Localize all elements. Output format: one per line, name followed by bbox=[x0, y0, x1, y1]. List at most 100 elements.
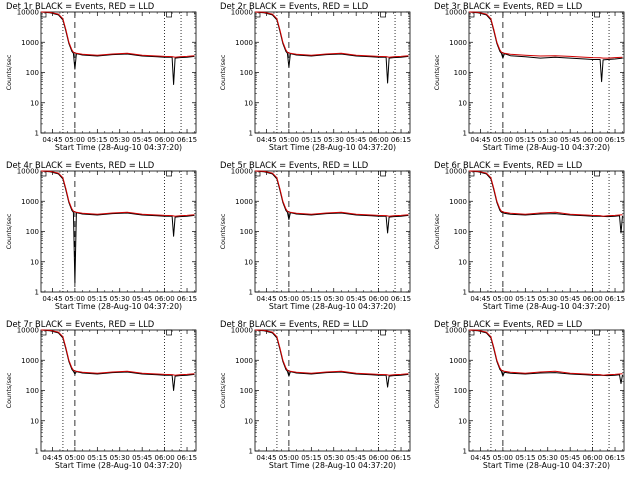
panel-title: Det 4r BLACK = Events, RED = LLD bbox=[6, 160, 154, 170]
y-tick-label: 1 bbox=[35, 289, 39, 297]
series-line-lld bbox=[468, 11, 623, 59]
panel-det-7: Det 7r BLACK = Events, RED = LLD 1 10 100 10… bbox=[5, 319, 197, 470]
x-tick-label: 04:45 bbox=[470, 136, 490, 144]
y-tick-label: 100 bbox=[26, 69, 39, 77]
x-tick-label: 06:00 bbox=[583, 136, 603, 144]
y-tick-label: 100 bbox=[240, 69, 253, 77]
y-tick-label: 1 bbox=[463, 448, 467, 456]
series-line-lld bbox=[40, 11, 195, 58]
panel-title: Det 6r BLACK = Events, RED = LLD bbox=[434, 160, 582, 170]
x-tick-label: 05:45 bbox=[346, 454, 366, 462]
y-axis-label: Counts/sec bbox=[219, 54, 227, 90]
y-tick-label: 10 bbox=[244, 258, 253, 266]
y-tick-label: 10 bbox=[244, 99, 253, 107]
series-line-events bbox=[468, 329, 623, 384]
y-tick-label: 10000 bbox=[445, 327, 467, 335]
y-tick-label: 100 bbox=[26, 228, 39, 236]
x-tick-label: 05:00 bbox=[493, 136, 513, 144]
corner-box-right bbox=[380, 329, 386, 336]
y-tick-label: 10 bbox=[30, 99, 39, 107]
y-axis-label: Counts/sec bbox=[5, 213, 13, 249]
x-tick-label: 06:00 bbox=[583, 454, 603, 462]
x-tick-label: 06:00 bbox=[369, 295, 389, 303]
panel-det-1: Det 1r BLACK = Events, RED = LLD 1 10 100 10… bbox=[5, 1, 197, 152]
x-tick-label: 05:15 bbox=[515, 136, 535, 144]
y-axis-label: Counts/sec bbox=[219, 213, 227, 249]
x-tick-label: 06:00 bbox=[583, 295, 603, 303]
panel-title: Det 5r BLACK = Events, RED = LLD bbox=[220, 160, 368, 170]
y-tick-label: 10000 bbox=[17, 168, 39, 176]
x-tick-label: 05:45 bbox=[132, 454, 152, 462]
x-tick-label: 05:30 bbox=[110, 454, 130, 462]
x-tick-label: 05:45 bbox=[560, 454, 580, 462]
y-tick-label: 10000 bbox=[17, 327, 39, 335]
x-tick-label: 04:45 bbox=[470, 295, 490, 303]
x-tick-label: 06:15 bbox=[177, 454, 197, 462]
y-tick-label: 1 bbox=[249, 130, 253, 138]
panel-det-2: Det 2r BLACK = Events, RED = LLD 1 10 100 10… bbox=[219, 1, 411, 152]
y-tick-label: 100 bbox=[26, 387, 39, 395]
x-tick-label: 05:00 bbox=[279, 295, 299, 303]
x-tick-label: 06:15 bbox=[391, 454, 411, 462]
x-tick-label: 06:15 bbox=[177, 295, 197, 303]
x-tick-label: 05:15 bbox=[301, 136, 321, 144]
y-tick-label: 10 bbox=[244, 417, 253, 425]
x-tick-label: 05:15 bbox=[301, 454, 321, 462]
y-tick-label: 1000 bbox=[449, 357, 467, 365]
x-tick-label: 05:00 bbox=[65, 454, 85, 462]
x-tick-label: 06:15 bbox=[391, 136, 411, 144]
x-tick-label: 06:00 bbox=[369, 454, 389, 462]
corner-box-right bbox=[594, 11, 600, 18]
x-tick-label: 06:00 bbox=[155, 136, 175, 144]
x-tick-label: 05:45 bbox=[346, 136, 366, 144]
y-tick-label: 1 bbox=[463, 130, 467, 138]
x-tick-label: 04:45 bbox=[256, 136, 276, 144]
x-tick-label: 05:30 bbox=[538, 136, 558, 144]
series-line-lld bbox=[254, 170, 409, 217]
series-line-lld bbox=[468, 329, 623, 376]
y-tick-label: 10 bbox=[458, 99, 467, 107]
x-tick-label: 05:45 bbox=[132, 295, 152, 303]
y-tick-label: 10 bbox=[30, 417, 39, 425]
series-line-lld bbox=[254, 11, 409, 58]
series-line-events bbox=[254, 329, 409, 388]
plot-frame bbox=[468, 329, 625, 452]
panel-det-5: Det 5r BLACK = Events, RED = LLD 1 10 100 10… bbox=[219, 160, 411, 311]
x-tick-label: 05:00 bbox=[279, 454, 299, 462]
x-tick-label: 04:45 bbox=[42, 454, 62, 462]
y-tick-label: 1000 bbox=[235, 357, 253, 365]
panel-title: Det 3r BLACK = Events, RED = LLD bbox=[434, 1, 582, 11]
y-tick-label: 1000 bbox=[21, 357, 39, 365]
corner-box-right bbox=[594, 170, 600, 177]
y-tick-label: 100 bbox=[454, 387, 467, 395]
x-axis-label: Start Time (28-Aug-10 04:37:20) bbox=[55, 302, 182, 311]
x-tick-label: 06:00 bbox=[155, 454, 175, 462]
panel-title: Det 1r BLACK = Events, RED = LLD bbox=[6, 1, 154, 11]
y-tick-label: 10 bbox=[30, 258, 39, 266]
y-tick-label: 1000 bbox=[449, 39, 467, 47]
y-axis-label: Counts/sec bbox=[5, 372, 13, 408]
panel-title: Det 7r BLACK = Events, RED = LLD bbox=[6, 319, 154, 329]
x-axis-label: Start Time (28-Aug-10 04:37:20) bbox=[483, 143, 610, 152]
x-tick-label: 05:00 bbox=[493, 295, 513, 303]
corner-box-right bbox=[166, 11, 172, 18]
y-tick-label: 1000 bbox=[21, 39, 39, 47]
y-tick-label: 10000 bbox=[17, 9, 39, 17]
y-tick-label: 100 bbox=[240, 228, 253, 236]
x-tick-label: 05:15 bbox=[515, 295, 535, 303]
y-tick-label: 1000 bbox=[449, 198, 467, 206]
y-axis-label: Counts/sec bbox=[433, 213, 441, 249]
corner-box-right bbox=[166, 329, 172, 336]
panel-det-3: Det 3r BLACK = Events, RED = LLD 1 10 100 10… bbox=[433, 1, 625, 152]
x-axis-label: Start Time (28-Aug-10 04:37:20) bbox=[269, 461, 396, 470]
x-tick-label: 06:00 bbox=[369, 136, 389, 144]
series-line-events bbox=[40, 170, 195, 284]
panel-title: Det 2r BLACK = Events, RED = LLD bbox=[220, 1, 368, 11]
x-tick-label: 04:45 bbox=[42, 295, 62, 303]
x-tick-label: 05:30 bbox=[324, 136, 344, 144]
y-tick-label: 1 bbox=[35, 448, 39, 456]
panel-det-9: Det 9r BLACK = Events, RED = LLD 1 10 100 10… bbox=[433, 319, 625, 470]
y-tick-label: 100 bbox=[240, 387, 253, 395]
y-tick-label: 100 bbox=[454, 228, 467, 236]
